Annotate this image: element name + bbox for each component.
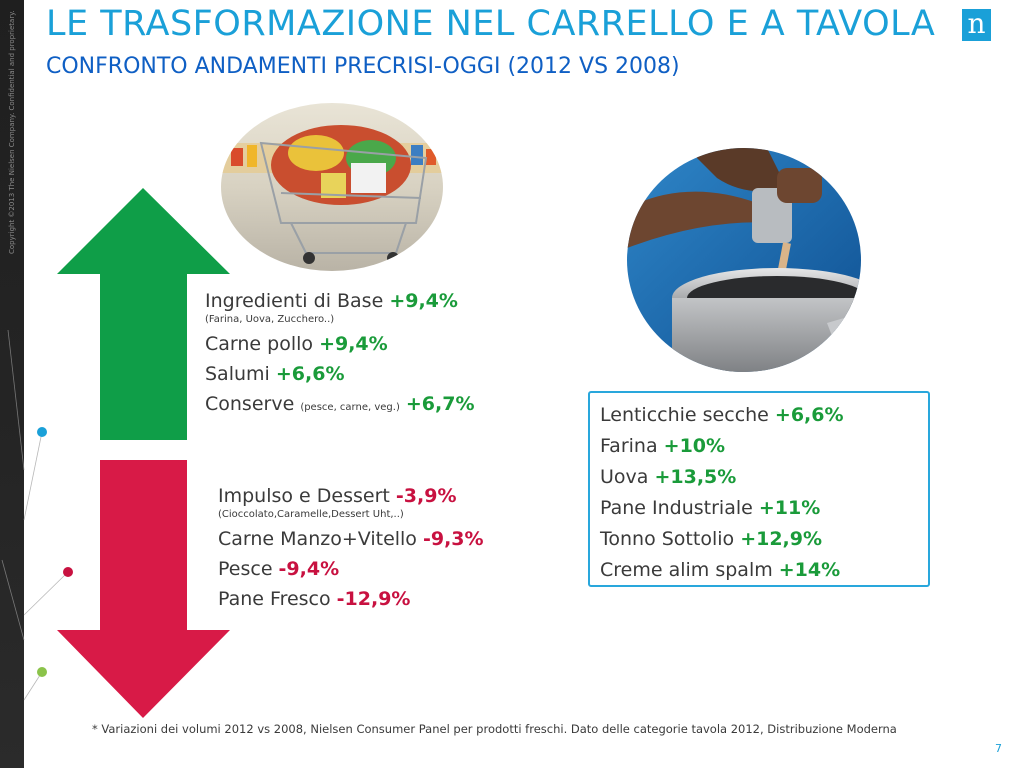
cooking-pot-photo [627,148,861,372]
shopping-cart-photo [221,103,443,271]
item-label: Pane Fresco [218,588,337,610]
item-value: +12,9% [740,528,823,550]
item-label: Uova [600,466,655,488]
item-value: -12,9% [336,588,411,610]
page-number: 7 [995,742,1002,755]
down-arrow [57,460,230,718]
nielsen-logo: n [962,9,991,41]
item-value: +9,4% [389,290,458,312]
item-value: +6,7% [405,393,475,415]
item-value: +6,6% [774,404,844,426]
list-item: Lenticchie secche +6,6% [600,400,928,431]
page-title: LE TRASFORMAZIONE NEL CARRELLO E A TAVOL… [46,4,936,44]
item-label: Impulso e Dessert [218,485,396,507]
list-item: Pane Fresco -12,9% [218,584,484,614]
blue-dot [37,427,47,437]
red-dot [63,567,73,577]
increases-list: Ingredienti di Base +9,4% (Farina, Uova,… [205,286,475,423]
item-value: -9,4% [278,558,340,580]
item-label: Farina [600,435,664,457]
item-value: -3,9% [395,485,457,507]
item-label: Carne pollo [205,333,320,355]
item-label: Creme alim spalm [600,559,779,581]
list-item: Carne Manzo+Vitello -9,3% [218,524,484,554]
item-label: Carne Manzo+Vitello [218,528,423,550]
item-value: +14% [778,559,841,581]
decreases-list: Impulso e Dessert -3,9% (Cioccolato,Cara… [218,481,484,614]
item-label: Tonno Sottolio [600,528,741,550]
list-item: Farina +10% [600,431,928,462]
list-item: Conserve (pesce, carne, veg.) +6,7% [205,389,475,423]
list-item: Creme alim spalm +14% [600,555,928,586]
item-label: Pane Industriale [600,497,759,519]
left-decorative-strip: Copyright ©2013 The Nielsen Company. Con… [0,0,24,768]
list-item: Pesce -9,4% [218,554,484,584]
list-item: Tonno Sottolio +12,9% [600,524,928,555]
item-note: (Cioccolato,Caramelle,Dessert Uht,..) [218,509,404,520]
item-value: -9,3% [422,528,484,550]
item-label: Pesce [218,558,279,580]
item-label: Lenticchie secche [600,404,775,426]
list-item: Salumi +6,6% [205,359,475,389]
item-inline-note: (pesce, carne, veg.) [300,402,400,413]
item-value: +11% [758,497,821,519]
item-label: Ingredienti di Base [205,290,390,312]
item-value: +6,6% [275,363,345,385]
item-value: +9,4% [319,333,388,355]
list-item: Carne pollo +9,4% [205,329,475,359]
list-item: Uova +13,5% [600,462,928,493]
item-value: +13,5% [654,466,737,488]
item-label: Conserve [205,393,301,415]
list-item: Ingredienti di Base +9,4% [205,286,475,316]
up-arrow [57,188,230,440]
table-items-box: Lenticchie secche +6,6% Farina +10% Uova… [588,391,930,587]
list-item: Impulso e Dessert -3,9% [218,481,484,511]
list-item: Pane Industriale +11% [600,493,928,524]
footnote: * Variazioni dei volumi 2012 vs 2008, Ni… [92,722,897,736]
item-label: Salumi [205,363,276,385]
page-subtitle: CONFRONTO ANDAMENTI PRECRISI-OGGI (2012 … [46,54,680,79]
green-dot [37,667,47,677]
item-value: +10% [663,435,726,457]
item-note: (Farina, Uova, Zucchero..) [205,314,335,325]
